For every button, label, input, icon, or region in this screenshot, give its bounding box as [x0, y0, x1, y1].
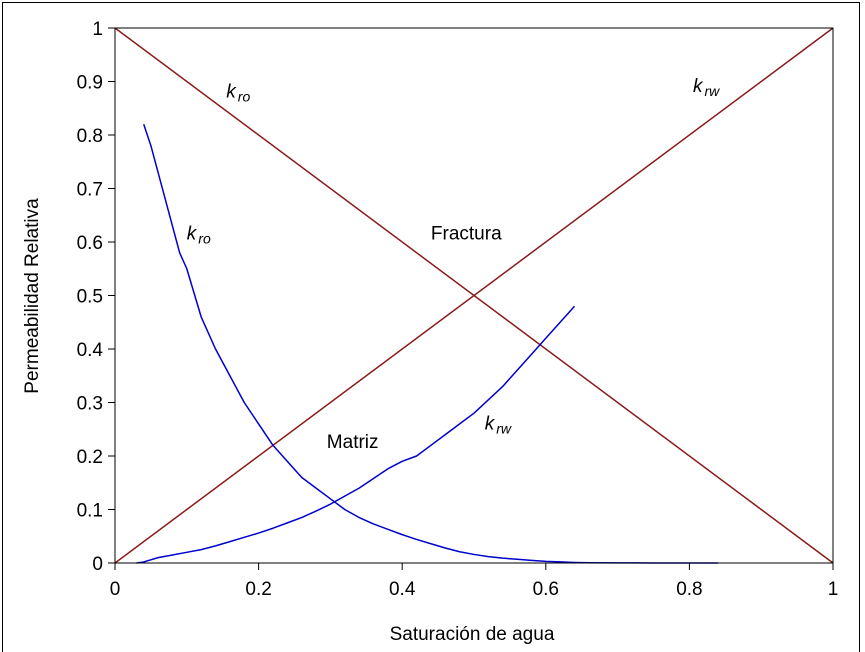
x-tick-label: 0.6	[533, 579, 559, 600]
x-axis-title: Saturación de agua	[390, 624, 555, 645]
series-line-2	[114, 27, 834, 564]
annotation-label: Matriz	[327, 432, 379, 453]
x-tick-label: 0.2	[245, 579, 271, 600]
annotation-label: k rw	[693, 76, 720, 99]
annotation-subscript: ro	[198, 230, 211, 246]
series-line-4	[136, 305, 576, 564]
y-axis-title: Permeabilidad Relativa	[22, 198, 43, 394]
annotation-main: k	[226, 82, 237, 103]
x-tick-label: 0.4	[389, 579, 416, 600]
annotation-subscript: rw	[496, 420, 512, 436]
y-tick-label: 0.1	[77, 501, 103, 522]
annotation-subscript: rw	[704, 83, 720, 99]
y-tick-label: 0.8	[77, 126, 103, 147]
x-tick-label: 0.8	[676, 579, 702, 600]
annotation-main: k	[693, 76, 704, 97]
annotation-label: k rw	[485, 413, 512, 436]
annotation-subscript: ro	[238, 89, 251, 105]
y-tick-label: 0.3	[77, 394, 103, 415]
annotation-main: k	[485, 413, 496, 434]
annotation-label: Fractura	[431, 223, 502, 244]
annotation-label: k ro	[187, 223, 211, 246]
annotation-main: k	[187, 223, 198, 244]
y-tick-label: 0.4	[77, 340, 104, 361]
y-tick-label: 0.5	[77, 287, 103, 308]
axes: 0 0.1 0.2 0.3 0.4 0.5 0.6 0.7 0.8 0.9 1 0 0.2 0.4 0.6 0…	[77, 19, 839, 600]
y-tick-label: 1	[92, 19, 103, 40]
y-tick-label: 0.7	[77, 180, 103, 201]
y-tick-label: 0.2	[77, 447, 103, 468]
x-tick-label: 0	[110, 579, 121, 600]
annotation-label: k ro	[226, 82, 250, 105]
x-tick-label: 1	[828, 579, 839, 600]
y-tick-label: 0.9	[77, 73, 103, 94]
y-tick-label: 0.6	[77, 233, 103, 254]
y-tick-label: 0	[92, 554, 103, 575]
series-line-3	[143, 124, 719, 564]
plot-area	[114, 27, 834, 564]
